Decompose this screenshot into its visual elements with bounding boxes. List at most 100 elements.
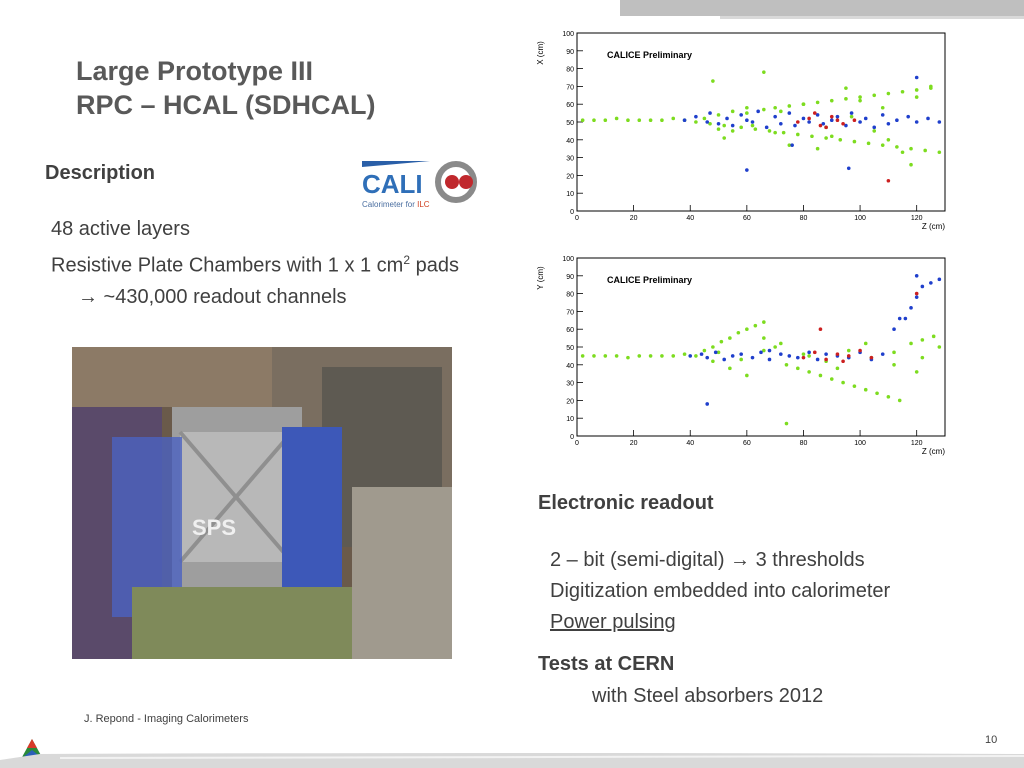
data-point	[728, 336, 732, 340]
data-point	[880, 352, 885, 356]
x-tick-label: 0	[575, 215, 579, 222]
data-point	[841, 359, 845, 364]
data-point	[849, 114, 854, 119]
y-tick-label: 20	[566, 173, 574, 180]
data-point	[858, 95, 862, 99]
data-point	[671, 354, 676, 358]
data-point	[781, 130, 786, 135]
photo-label: SPS	[192, 515, 236, 540]
data-point	[914, 291, 919, 296]
data-point	[705, 355, 710, 360]
data-point	[801, 355, 806, 360]
data-point	[787, 143, 792, 147]
footer-author: J. Repond - Imaging Calorimeters	[84, 713, 249, 725]
y-tick-label: 50	[566, 345, 574, 352]
data-point	[829, 98, 834, 103]
data-point	[694, 120, 698, 124]
data-point	[886, 138, 891, 142]
data-point	[787, 354, 792, 358]
data-point	[838, 138, 843, 142]
data-point	[937, 345, 942, 349]
data-point	[844, 123, 848, 128]
plot-frame	[576, 257, 946, 437]
data-point	[626, 118, 630, 123]
data-point	[711, 345, 715, 349]
data-point	[920, 355, 925, 360]
data-point	[711, 359, 715, 364]
tests-line-1: with Steel absorbers 2012	[592, 685, 824, 707]
data-point	[764, 125, 769, 130]
data-point	[796, 120, 800, 124]
data-point	[688, 354, 693, 358]
data-point	[872, 93, 877, 98]
x-axis-label: Z (cm)	[922, 447, 945, 456]
data-point	[745, 118, 749, 123]
data-point	[750, 120, 755, 124]
data-point	[807, 120, 811, 124]
data-point	[835, 118, 840, 123]
y-tick-label: 30	[566, 381, 574, 388]
data-point	[937, 120, 942, 124]
x-tick-label: 100	[854, 215, 866, 222]
data-point	[580, 354, 585, 358]
title-line-1: Large Prototype III	[76, 56, 314, 86]
header-band-accent	[720, 16, 1024, 19]
x-axis-label: Z (cm)	[922, 222, 945, 231]
data-point	[863, 116, 868, 121]
data-point	[824, 136, 828, 140]
x-tick-label: 120	[911, 215, 923, 222]
data-point	[793, 123, 797, 128]
title-line-2: RPC – HCAL (SDHCAL)	[76, 90, 376, 120]
data-point	[648, 118, 653, 123]
data-point	[818, 327, 823, 331]
data-point	[767, 348, 772, 353]
data-point	[914, 75, 919, 80]
x-tick-label: 120	[911, 440, 923, 447]
data-point	[759, 350, 763, 355]
data-point	[753, 127, 758, 131]
data-point	[614, 354, 619, 358]
data-point	[937, 277, 942, 282]
data-point	[852, 384, 857, 388]
data-point	[846, 166, 851, 171]
data-point	[745, 111, 749, 115]
data-point	[812, 350, 817, 355]
data-point	[929, 84, 933, 89]
data-point	[829, 118, 834, 123]
data-point	[801, 116, 806, 121]
data-point	[660, 354, 664, 358]
x-tick-label: 60	[743, 440, 751, 447]
data-point	[835, 352, 840, 356]
data-point	[773, 345, 777, 349]
y-tick-label: 10	[566, 191, 574, 198]
data-point	[866, 141, 871, 146]
electronic-body: 2 – bit (semi-digital) → 3 thresholds Di…	[550, 545, 890, 638]
data-point	[730, 109, 735, 114]
elec-line-3: Power pulsing	[550, 611, 676, 633]
y-axis-label: Y (cm)	[537, 266, 545, 290]
y-tick-label: 80	[566, 67, 574, 74]
data-point	[702, 116, 707, 121]
data-point	[671, 116, 676, 121]
data-point	[779, 352, 783, 356]
page-number: 10	[985, 734, 998, 746]
data-point	[824, 352, 828, 356]
data-point	[892, 327, 896, 331]
logo-subtitle: Calorimeter for ILC	[362, 200, 430, 209]
data-point	[920, 338, 925, 342]
data-point	[722, 357, 726, 362]
data-point	[897, 316, 902, 321]
data-point	[844, 86, 848, 90]
y-tick-label: 40	[566, 363, 574, 370]
data-point	[818, 123, 823, 128]
y-tick-label: 50	[566, 120, 574, 127]
data-point	[637, 118, 642, 123]
data-point	[637, 354, 642, 358]
data-point	[835, 114, 840, 119]
y-tick-label: 70	[566, 84, 574, 91]
plot-frame	[576, 32, 946, 212]
data-point	[807, 370, 811, 374]
elec-line-1: 2 – bit (semi-digital) → 3 thresholds	[550, 549, 865, 571]
data-point	[626, 355, 630, 360]
x-tick-label: 40	[686, 440, 694, 447]
